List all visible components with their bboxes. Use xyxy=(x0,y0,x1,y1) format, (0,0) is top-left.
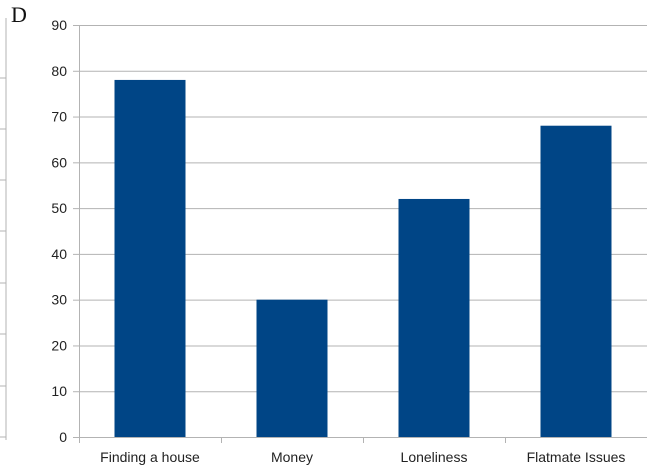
y-axis: 0 10 20 30 40 50 60 70 80 90 xyxy=(51,17,80,445)
bar xyxy=(256,299,328,437)
y-tick-label: 90 xyxy=(51,17,67,33)
bar xyxy=(540,125,612,437)
panel-label: D xyxy=(11,2,27,27)
bar xyxy=(114,79,186,437)
x-axis: Finding a house Money Loneliness Flatmate I… xyxy=(100,437,625,465)
y-tick-label: 30 xyxy=(51,292,67,308)
y-tick-label: 80 xyxy=(51,63,67,79)
neighbor-panel-edge xyxy=(0,18,7,440)
y-tick-label: 40 xyxy=(51,246,67,262)
x-tick-label: Loneliness xyxy=(401,449,468,465)
y-tick-label: 70 xyxy=(51,109,67,125)
y-tick-label: 10 xyxy=(51,383,67,399)
y-tick-label: 20 xyxy=(51,337,67,353)
x-tick-label: Flatmate Issues xyxy=(527,449,626,465)
y-tick-label: 60 xyxy=(51,154,67,170)
bar xyxy=(398,198,470,437)
x-tick-label: Money xyxy=(271,449,313,465)
bars xyxy=(114,79,612,437)
y-tick-label: 50 xyxy=(51,200,67,216)
x-tick-label: Finding a house xyxy=(100,449,200,465)
y-tick-label: 0 xyxy=(59,429,67,445)
